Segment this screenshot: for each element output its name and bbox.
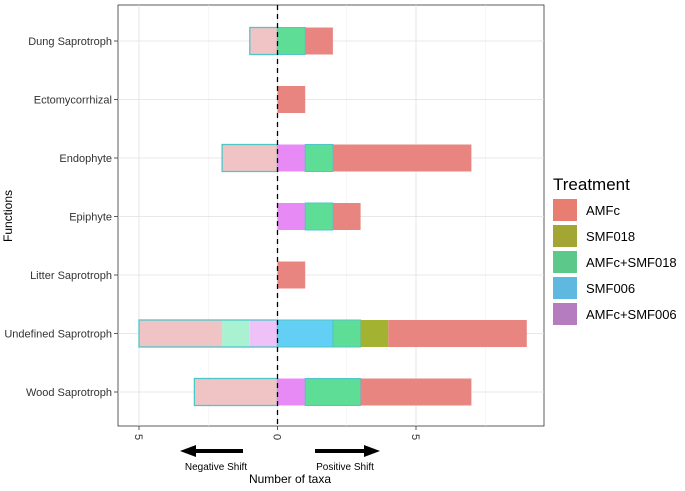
- bar-negative-dung-saprotroph: [249, 27, 278, 55]
- bar-negative-endophyte: [222, 144, 278, 172]
- y-tick-label: Dung Saprotroph: [28, 36, 112, 48]
- legend-label-amfc-smf018: AMFc+SMF018: [586, 255, 677, 270]
- bar-epiphyte-amfc: [332, 203, 361, 230]
- x-tick-label: 5: [132, 434, 144, 440]
- bar-undefined-saprotroph-smf006: [277, 319, 334, 348]
- bar-epiphyte-amfc-smf006: [277, 203, 306, 230]
- bar-epiphyte-amfc-smf018: [304, 202, 334, 231]
- positive-shift-annotation: Positive Shift: [315, 445, 380, 473]
- bar-litter-saprotroph-amfc: [277, 261, 306, 289]
- legend-label-amfc: AMFc: [586, 203, 620, 218]
- y-axis-title: Functions: [1, 190, 15, 242]
- y-tick-label: Endophyte: [59, 153, 112, 165]
- y-tick-label: Epiphyte: [69, 212, 112, 224]
- x-axis: 5 0 5: [132, 426, 421, 440]
- legend-swatch-amfc: [553, 199, 577, 221]
- bar-undefined-saprotroph-amfc: [388, 320, 527, 347]
- bar-negative-undefined-saprotroph: [222, 320, 250, 347]
- y-tick-label: Ectomycorrhizal: [34, 95, 112, 107]
- bars: [138, 26, 527, 407]
- right-arrowhead: [364, 445, 380, 457]
- x-tick-label: 5: [409, 434, 421, 440]
- legend-swatch-smf018: [553, 225, 577, 247]
- legend-label-smf006: SMF006: [586, 281, 635, 296]
- legend: Treatment AMFc SMF018 AMFc+SMF018 SMF006 AMF…: [553, 175, 677, 325]
- bar-negative-undefined-saprotroph: [249, 320, 278, 347]
- bar-endophyte-amfc-smf006: [277, 144, 306, 172]
- bar-undefined-saprotroph-smf018: [360, 320, 389, 347]
- bar-endophyte-amfc-smf018: [304, 144, 334, 172]
- bar-endophyte-amfc: [332, 144, 472, 172]
- left-arrowhead: [180, 445, 196, 457]
- bar-wood-saprotroph-amfc-smf006: [277, 378, 306, 406]
- legend-swatch-smf006: [553, 277, 577, 299]
- y-tick-label: Litter Saprotroph: [30, 270, 112, 282]
- legend-swatch-amfc-smf018: [553, 251, 577, 273]
- negative-shift-label: Negative Shift: [185, 462, 247, 473]
- legend-swatch-amfc-smf006: [553, 303, 577, 325]
- bar-negative-undefined-saprotroph: [139, 320, 223, 347]
- bar-wood-saprotroph-amfc-smf018: [304, 378, 362, 406]
- bar-undefined-saprotroph-amfc-smf018: [332, 319, 362, 348]
- y-axis: Dung Saprotroph Ectomycorrhizal Endophyte E…: [4, 36, 118, 399]
- y-tick-label: Wood Saprotroph: [26, 387, 112, 399]
- y-tick-label: Undefined Saprotroph: [4, 329, 112, 341]
- bar-dung-saprotroph-amfc: [305, 27, 333, 55]
- bar-dung-saprotroph-amfc-smf018: [277, 27, 306, 55]
- negative-shift-annotation: Negative Shift: [180, 445, 247, 473]
- legend-label-smf018: SMF018: [586, 229, 635, 244]
- positive-shift-label: Positive Shift: [316, 462, 374, 473]
- bar-negative-wood-saprotroph: [194, 378, 278, 406]
- legend-label-amfc-smf006: AMFc+SMF006: [586, 307, 677, 322]
- x-axis-title: Number of taxa: [249, 472, 331, 486]
- bar-ectomycorrhizal-amfc: [277, 86, 306, 113]
- x-tick-label: 0: [271, 434, 283, 440]
- legend-title: Treatment: [553, 175, 630, 194]
- bar-wood-saprotroph-amfc: [360, 378, 472, 406]
